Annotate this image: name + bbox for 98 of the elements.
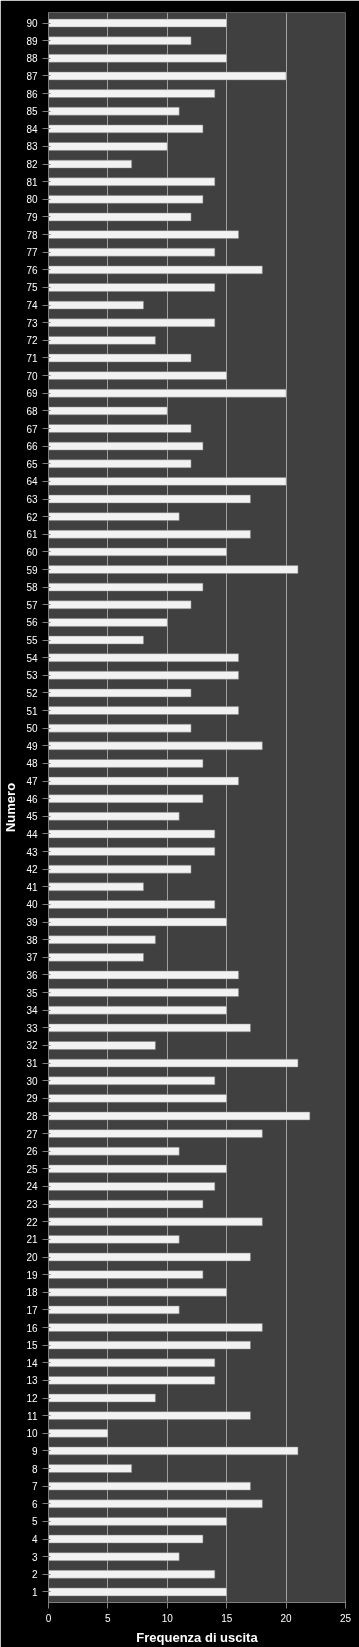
y-tick-label: 52 bbox=[26, 687, 38, 699]
y-tick-label: 38 bbox=[26, 934, 38, 946]
y-tick-label: 41 bbox=[26, 881, 38, 893]
y-tick-label: 10 bbox=[26, 1428, 38, 1440]
y-tick-label: 26 bbox=[26, 1146, 38, 1158]
x-tick-label: 15 bbox=[221, 1612, 233, 1624]
y-tick-label: 30 bbox=[26, 1075, 38, 1087]
y-tick-label: 20 bbox=[26, 1252, 38, 1263]
y-tick-label: 1 bbox=[31, 1586, 38, 1598]
y-tick-label: 40 bbox=[26, 899, 38, 911]
y-tick-label: 45 bbox=[26, 811, 38, 823]
x-tick-label: 20 bbox=[280, 1612, 293, 1624]
y-tick-label: 68 bbox=[26, 405, 38, 417]
y-tick-label: 11 bbox=[27, 1410, 38, 1422]
y-tick-label: 85 bbox=[26, 106, 38, 118]
y-tick-label: 72 bbox=[26, 335, 38, 347]
y-tick-label: 35 bbox=[26, 987, 38, 999]
y-tick-label: 13 bbox=[26, 1375, 38, 1387]
y-tick-label: 62 bbox=[26, 511, 38, 523]
y-tick-label: 2 bbox=[31, 1569, 38, 1581]
x-tick-label: 10 bbox=[161, 1612, 174, 1624]
y-tick-label: 29 bbox=[26, 1093, 38, 1105]
y-tick-label: 31 bbox=[26, 1058, 38, 1070]
y-tick-label: 83 bbox=[26, 141, 38, 153]
x-tick-label: 0 bbox=[45, 1612, 52, 1624]
y-tick-label: 55 bbox=[26, 635, 38, 647]
y-tick-label: 53 bbox=[26, 670, 38, 682]
y-tick-label: 74 bbox=[26, 300, 38, 312]
y-tick-label: 7 bbox=[31, 1481, 38, 1493]
y-tick-label: 42 bbox=[26, 864, 38, 876]
y-tick-label: 76 bbox=[26, 264, 38, 276]
y-tick-label: 58 bbox=[26, 582, 38, 594]
y-tick-label: 49 bbox=[26, 740, 38, 752]
y-tick-label: 16 bbox=[26, 1322, 38, 1334]
y-tick-label: 9 bbox=[31, 1445, 38, 1457]
y-tick-label: 14 bbox=[26, 1357, 38, 1369]
y-tick-label: 47 bbox=[26, 776, 38, 788]
y-tick-label: 46 bbox=[26, 793, 38, 805]
y-tick-label: 50 bbox=[26, 723, 38, 735]
y-tick-label: 63 bbox=[26, 494, 38, 506]
y-tick-label: 78 bbox=[26, 229, 38, 241]
y-tick-label: 37 bbox=[26, 952, 38, 964]
y-tick-label: 77 bbox=[26, 247, 38, 259]
y-tick-label: 84 bbox=[26, 123, 38, 135]
y-tick-label: 22 bbox=[26, 1216, 38, 1228]
y-tick-label: 71 bbox=[26, 353, 38, 364]
x-tick-label: 25 bbox=[339, 1612, 352, 1624]
y-tick-label: 57 bbox=[26, 599, 38, 611]
y-tick-label: 64 bbox=[26, 476, 38, 488]
y-tick-label: 89 bbox=[26, 35, 38, 47]
y-tick-label: 8 bbox=[31, 1463, 38, 1475]
y-tick-label: 34 bbox=[26, 1005, 38, 1017]
y-tick-label: 33 bbox=[26, 1022, 38, 1034]
y-tick-label: 32 bbox=[26, 1040, 38, 1052]
y-tick-label: 88 bbox=[26, 53, 38, 65]
y-tick-label: 27 bbox=[26, 1128, 38, 1140]
x-tick-label: 5 bbox=[105, 1612, 112, 1624]
y-tick-label: 87 bbox=[26, 70, 38, 82]
y-tick-label: 56 bbox=[26, 617, 38, 629]
y-tick-label: 5 bbox=[31, 1516, 38, 1528]
y-tick-label: 67 bbox=[26, 423, 38, 435]
y-tick-label: 79 bbox=[26, 211, 38, 223]
y-tick-label: 25 bbox=[26, 1163, 38, 1175]
y-tick-label: 12 bbox=[26, 1393, 38, 1405]
y-tick-label: 44 bbox=[26, 828, 38, 840]
y-tick-label: 70 bbox=[26, 370, 38, 382]
y-tick-label: 65 bbox=[26, 458, 38, 470]
y-tick-label: 18 bbox=[26, 1287, 38, 1299]
y-tick-label: 60 bbox=[26, 546, 38, 558]
y-tick-label: 3 bbox=[31, 1551, 38, 1563]
y-tick-label: 81 bbox=[26, 176, 38, 188]
y-tick-label: 86 bbox=[26, 88, 38, 100]
y-tick-label: 59 bbox=[26, 564, 38, 576]
y-tick-label: 80 bbox=[26, 194, 38, 206]
y-tick-label: 39 bbox=[26, 917, 38, 929]
y-tick-label: 24 bbox=[26, 1181, 38, 1193]
y-tick-label: 6 bbox=[31, 1498, 38, 1510]
y-tick-label: 15 bbox=[26, 1340, 38, 1352]
y-tick-label: 69 bbox=[26, 388, 38, 400]
y-tick-label: 75 bbox=[26, 282, 38, 294]
y-axis-title: Numero bbox=[3, 782, 19, 833]
y-tick-label: 23 bbox=[26, 1199, 38, 1211]
y-tick-label: 54 bbox=[26, 652, 38, 664]
y-tick-label: 4 bbox=[31, 1534, 38, 1546]
y-tick-label: 21 bbox=[26, 1234, 38, 1246]
y-tick-label: 90 bbox=[26, 18, 38, 30]
y-tick-label: 51 bbox=[26, 705, 38, 717]
y-tick-label: 82 bbox=[26, 159, 38, 171]
y-tick-label: 36 bbox=[26, 969, 38, 981]
y-tick-label: 17 bbox=[26, 1304, 38, 1316]
x-axis-title: Frequenza di uscita bbox=[136, 1629, 259, 1645]
y-tick-label: 43 bbox=[26, 846, 38, 858]
y-tick-label: 66 bbox=[26, 441, 38, 453]
y-tick-label: 61 bbox=[26, 529, 38, 541]
y-tick-label: 73 bbox=[26, 317, 38, 329]
y-tick-label: 48 bbox=[26, 758, 38, 770]
y-tick-label: 19 bbox=[26, 1269, 38, 1281]
y-tick-label: 28 bbox=[26, 1110, 38, 1122]
